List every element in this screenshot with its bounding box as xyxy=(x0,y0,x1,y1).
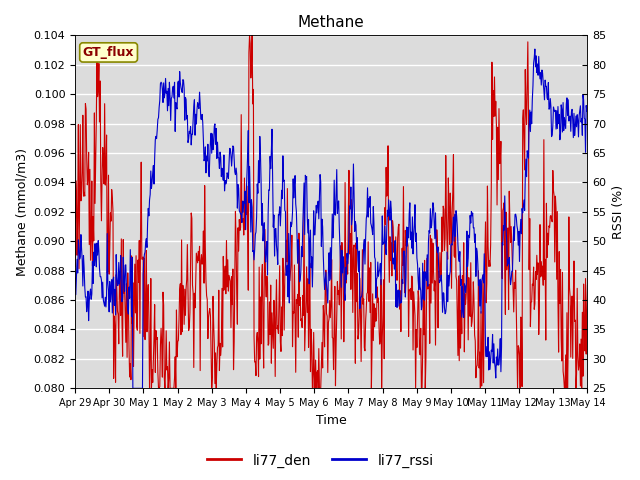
X-axis label: Time: Time xyxy=(316,414,347,427)
Title: Methane: Methane xyxy=(298,15,365,30)
Legend: li77_den, li77_rssi: li77_den, li77_rssi xyxy=(201,448,439,473)
Y-axis label: RSSI (%): RSSI (%) xyxy=(612,185,625,239)
Text: GT_flux: GT_flux xyxy=(83,46,134,59)
Y-axis label: Methane (mmol/m3): Methane (mmol/m3) xyxy=(15,148,28,276)
